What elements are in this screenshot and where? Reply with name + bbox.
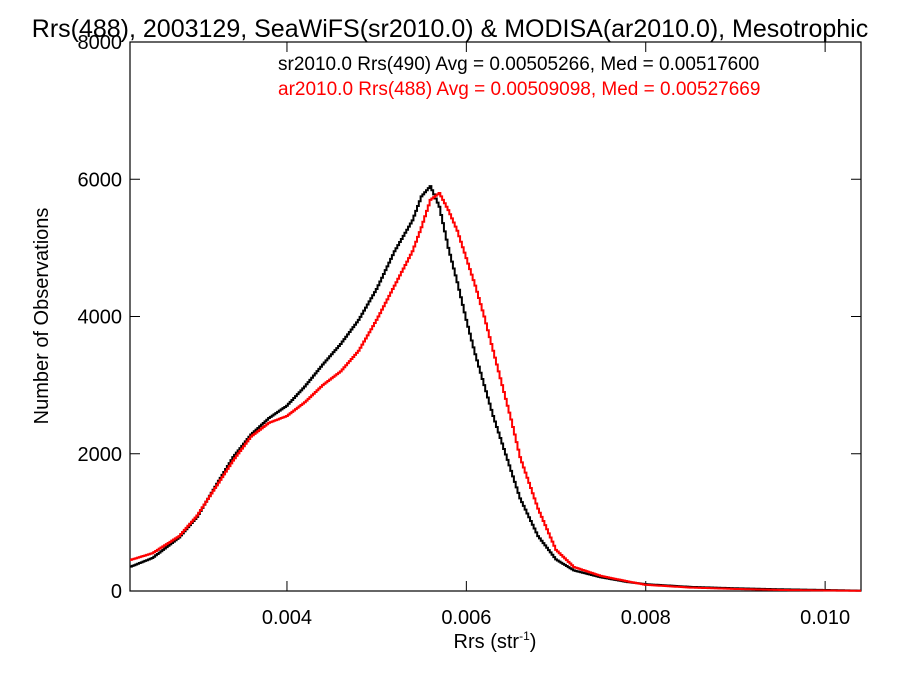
legend-entry-1: sr2010.0 Rrs(490) Avg = 0.00505266, Med … [278,54,759,75]
y-tick-label: 4000 [78,307,123,329]
y-tick-label: 6000 [78,169,123,191]
series-ar2010-histogram [130,191,862,592]
y-tick-label: 8000 [78,32,123,54]
series-layer [130,185,862,592]
y-axis-label: Number of Observations [31,208,53,425]
x-axis-label-main: Rrs (str [454,631,520,653]
chart-title: Rrs(488), 2003129, SeaWiFS(sr2010.0) & M… [32,15,868,43]
axis-ticks: 0.004 0.006 0.008 0.010 0 2000 4000 6000 8000 [78,32,861,629]
x-tick-label: 0.004 [262,607,312,629]
x-tick-label: 0.008 [621,607,671,629]
x-tick-label: 0.010 [800,607,850,629]
plot-frame [129,41,862,592]
legend-entry-2: ar2010.0 Rrs(488) Avg = 0.00509098, Med … [278,79,760,100]
series-sr2010-histogram [130,185,862,592]
x-axis-label: Rrs (str-1) [454,629,537,653]
y-tick-label: 0 [111,581,122,603]
x-tick-label: 0.006 [441,607,491,629]
x-axis-label-exponent: -1 [519,629,530,643]
y-tick-label: 2000 [78,444,123,466]
x-axis-label-close: ) [530,631,537,653]
